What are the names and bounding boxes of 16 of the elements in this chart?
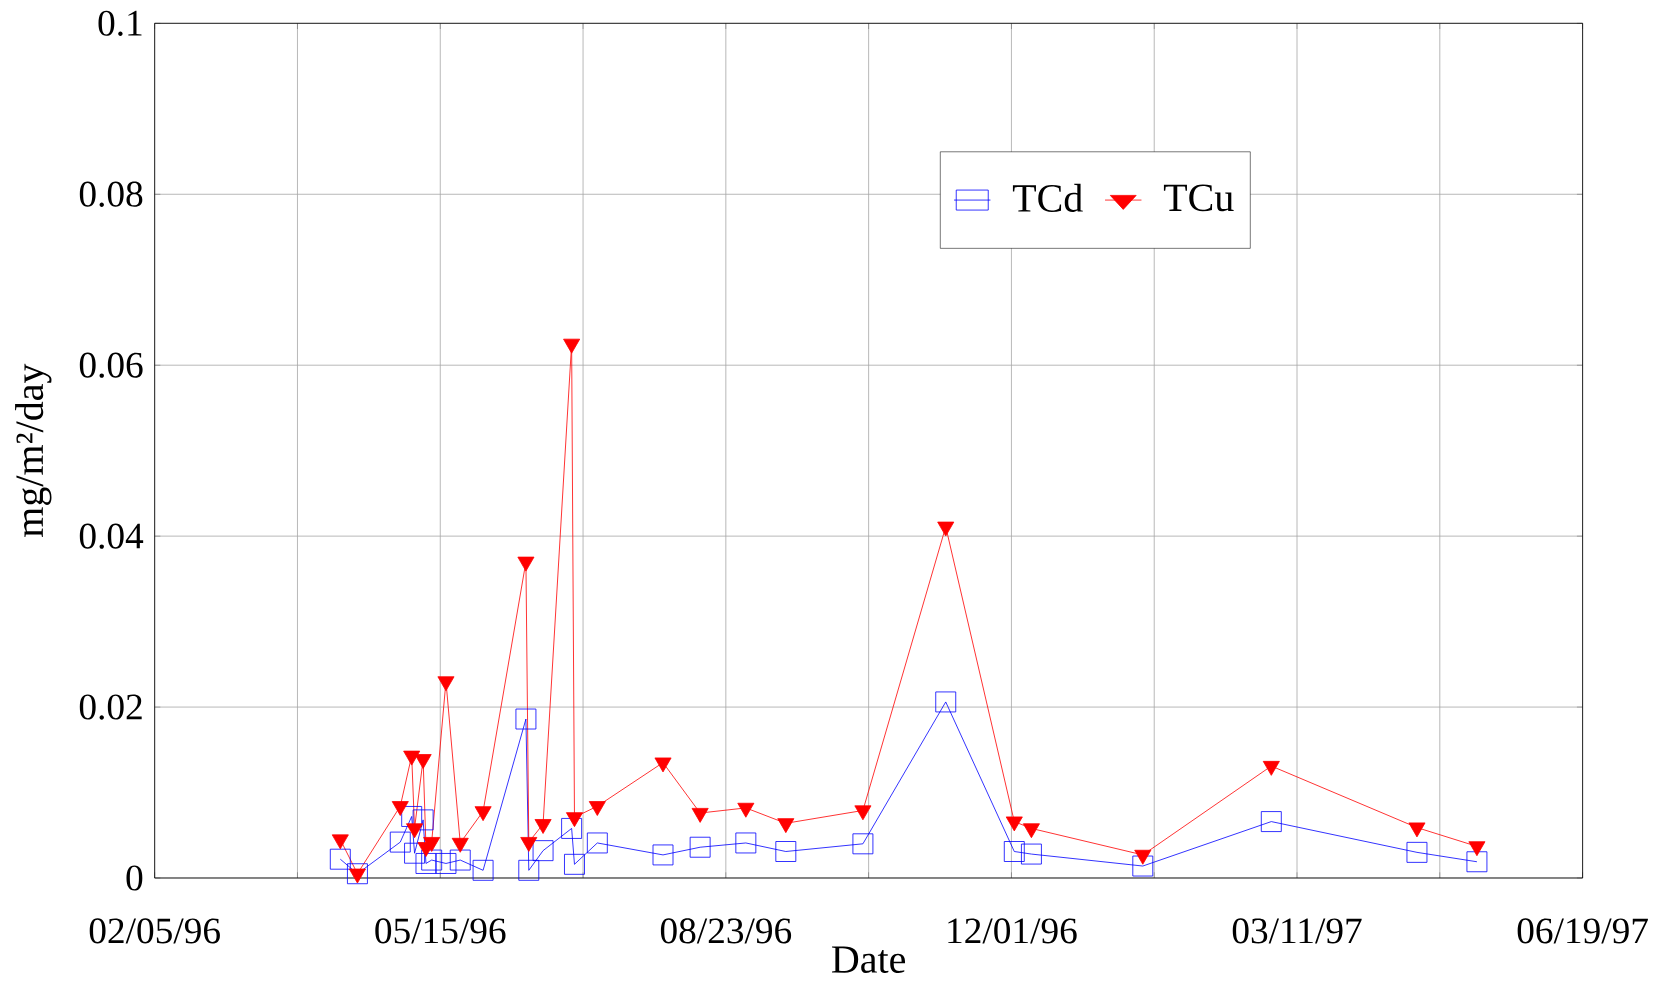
x-tick-label: 12/01/96 <box>948 918 1077 944</box>
y-axis-title: mg/m²/day <box>15 363 52 537</box>
legend-label: TCu <box>1163 184 1234 212</box>
y-tick-label: 0 <box>126 865 143 891</box>
y-tick-label: 0.04 <box>79 523 144 549</box>
y-tick-label: 0.02 <box>79 694 142 720</box>
x-tick-label: 02/05/96 <box>89 918 220 944</box>
y-tick-label: 0.08 <box>79 181 143 207</box>
x-tick-label: 08/23/96 <box>660 918 792 944</box>
legend-label: TCd <box>1012 183 1083 212</box>
x-tick-label: 05/15/96 <box>375 918 506 944</box>
y-tick-label: 0.1 <box>98 10 142 36</box>
y-tick-label: 0.06 <box>79 352 143 378</box>
x-tick-label: 06/19/97 <box>1517 918 1648 944</box>
x-axis-title: Date <box>832 946 906 973</box>
x-tick-label: 03/11/97 <box>1232 918 1362 944</box>
